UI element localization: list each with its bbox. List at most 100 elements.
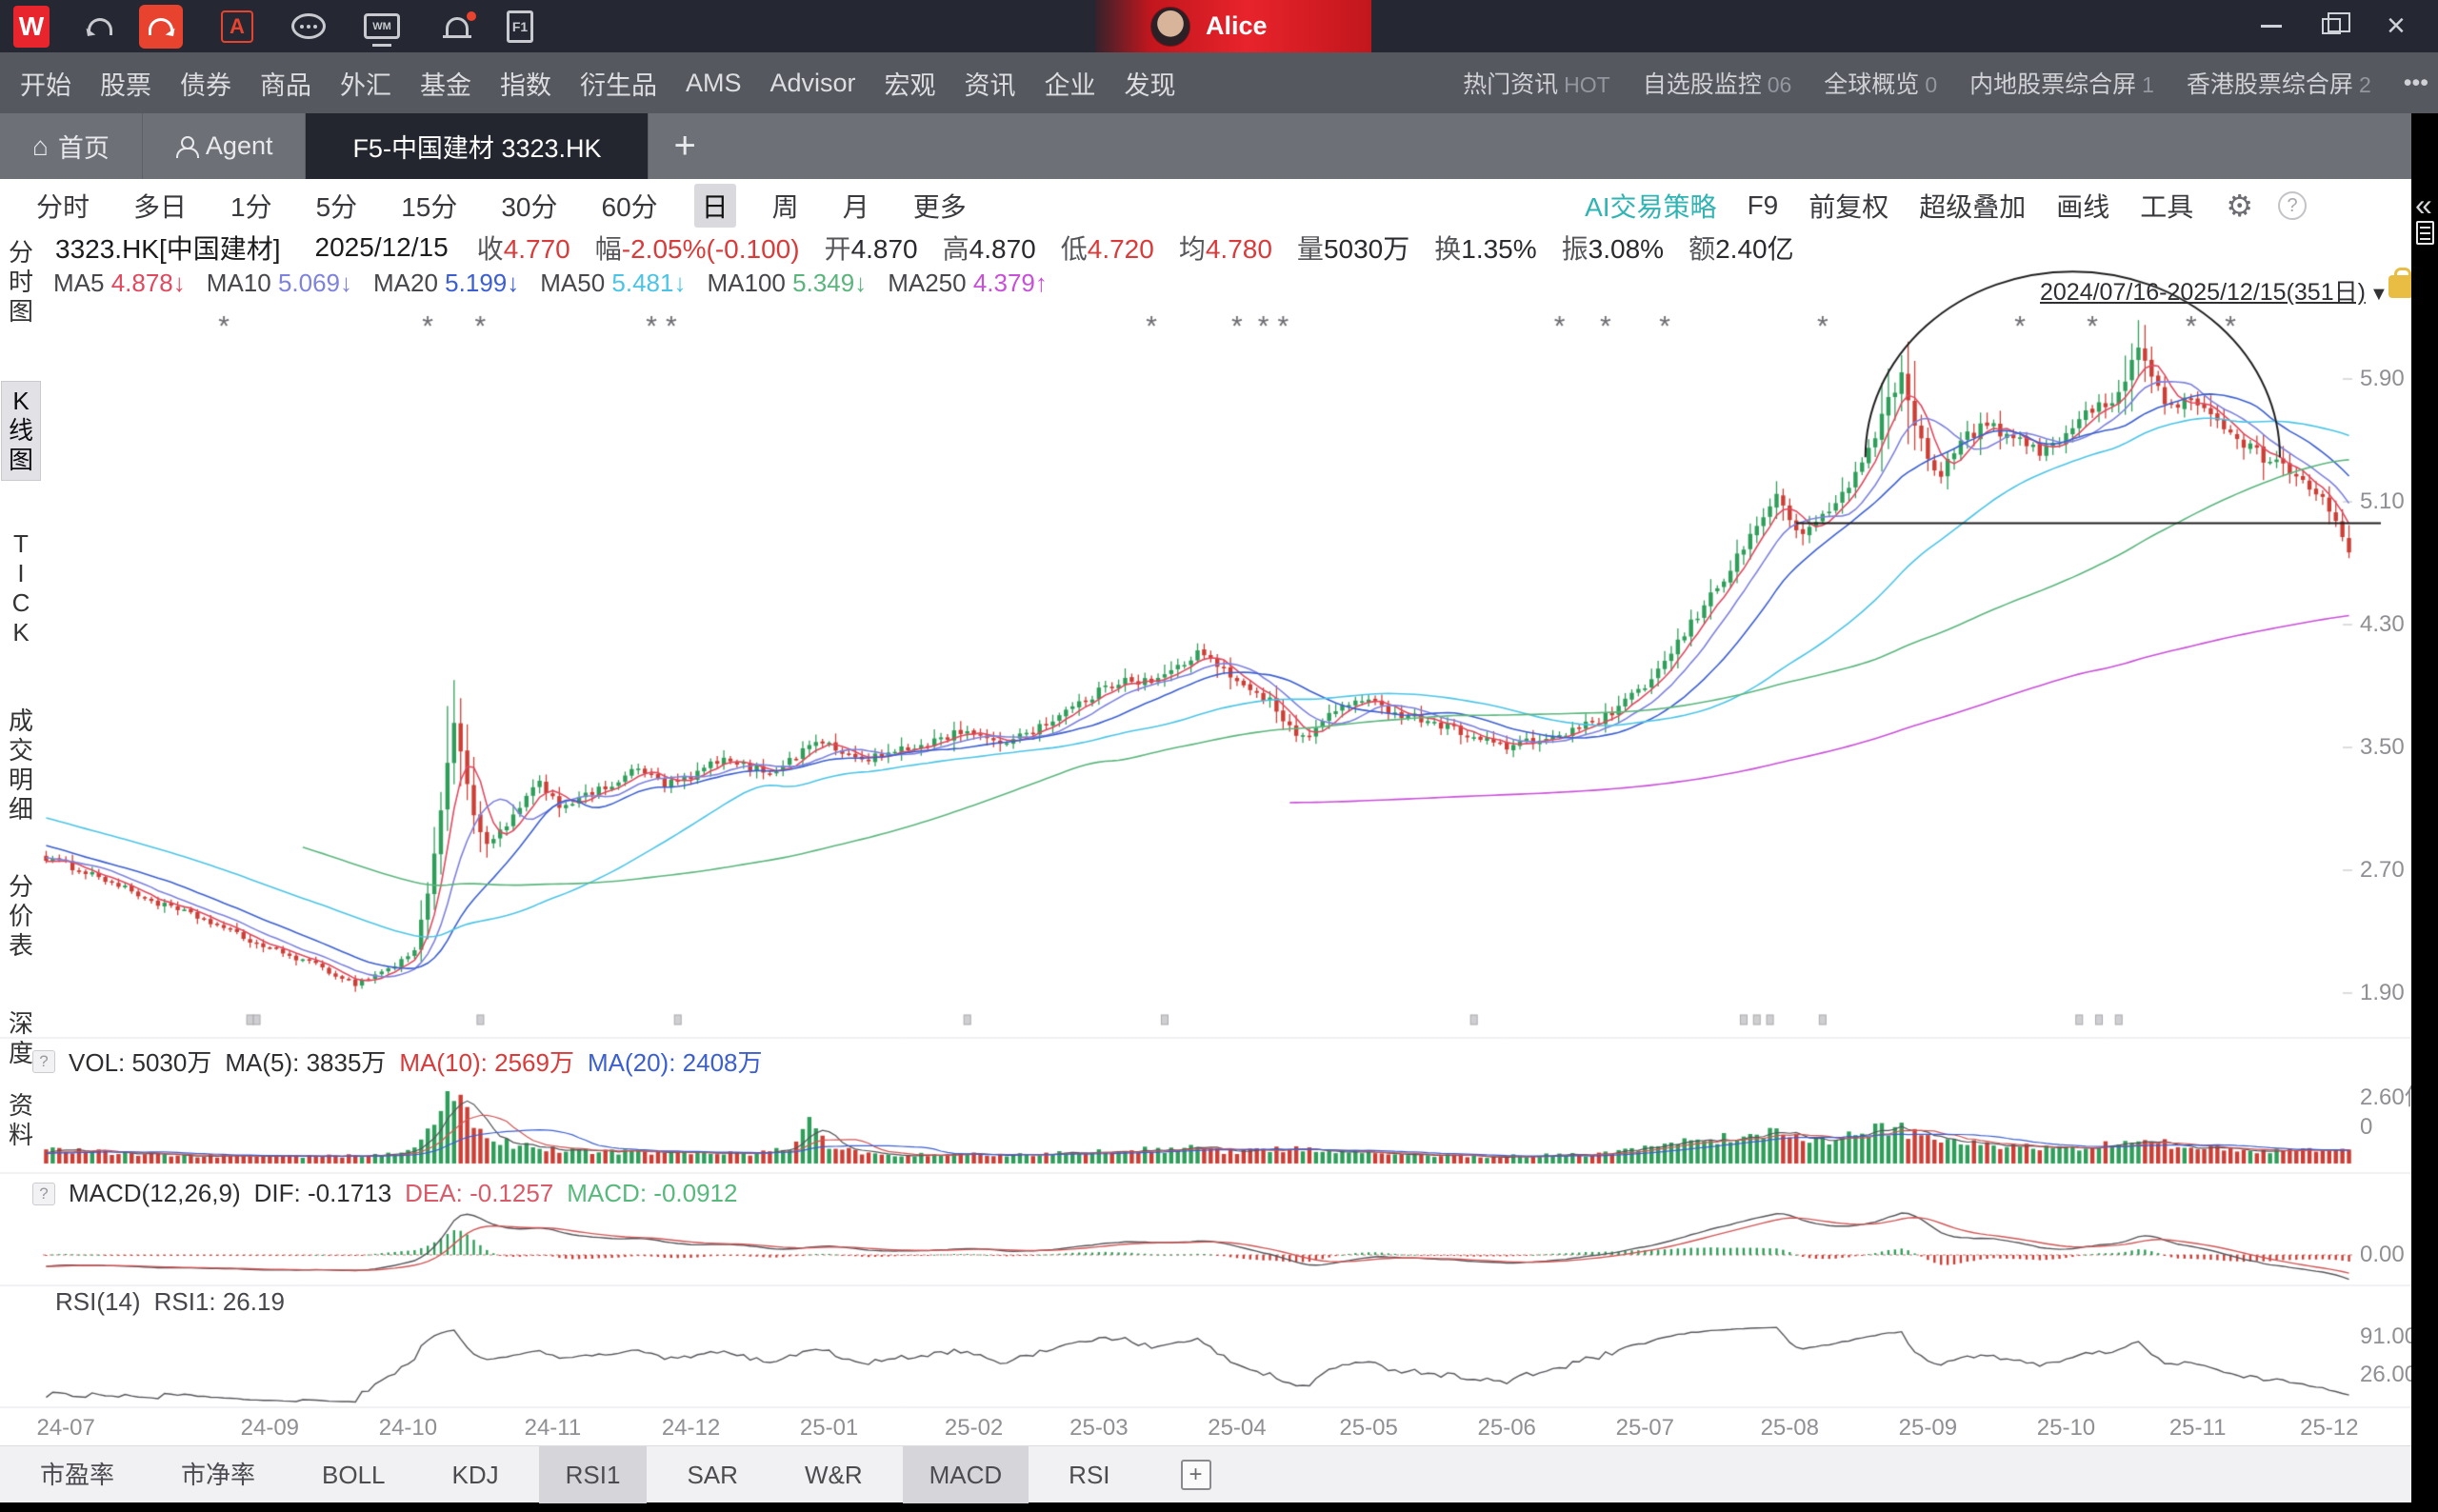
f1-icon[interactable]: F1	[507, 10, 533, 43]
dropdown-caret-icon: ▼	[2368, 284, 2388, 305]
menu-right-item[interactable]: 热门资讯 HOT	[1463, 71, 1610, 98]
period-多日[interactable]: 多日	[133, 192, 188, 222]
restore-button[interactable]	[2322, 0, 2350, 52]
indicator-tab-KDJ[interactable]: KDJ	[451, 1460, 499, 1489]
help-icon[interactable]: ?	[2278, 191, 2307, 220]
add-indicator-button[interactable]: +	[1180, 1459, 1211, 1490]
sidebar-item-成交明细[interactable]: 成交明细	[8, 706, 33, 824]
sidebar-item-资料[interactable]: 资料	[8, 1091, 33, 1149]
sidebar-item-分时图[interactable]: 分时图	[8, 238, 33, 326]
macd-title: MACD(12,26,9)	[69, 1179, 241, 1207]
tool-F9[interactable]: F9	[1747, 190, 1779, 220]
indicator-tab-市盈率[interactable]: 市盈率	[40, 1460, 115, 1489]
date-range-selector[interactable]: 2024/07/16-2025/12/15(351日) ▼	[2040, 279, 2388, 306]
new-tab-button[interactable]: +	[673, 125, 696, 167]
menu-item-宏观[interactable]: 宏观	[884, 70, 936, 100]
period-5分[interactable]: 5分	[315, 192, 358, 222]
price-tick: 4.30	[2360, 611, 2405, 637]
price-tick: 5.10	[2360, 488, 2405, 514]
period-月[interactable]: 月	[842, 192, 869, 222]
quote-field-均: 均4.780	[1178, 234, 1272, 264]
menu-item-Advisor[interactable]: Advisor	[769, 68, 856, 97]
collapse-panel-icon[interactable]: «	[2415, 188, 2432, 222]
user-banner[interactable]: Alice	[1095, 0, 1371, 52]
indicator-tab-RSI1[interactable]: RSI1	[538, 1445, 648, 1503]
rsi-pane-labels: RSI(14) RSI1: 26.19	[55, 1287, 298, 1317]
bell-icon[interactable]	[443, 11, 476, 38]
tool-画线[interactable]: 画线	[2056, 192, 2110, 222]
menu-right-item[interactable]: 内地股票综合屏 1	[1969, 71, 2154, 98]
sidebar-item-深度[interactable]: 深度	[8, 1009, 33, 1067]
menu-item-股票[interactable]: 股票	[100, 70, 151, 100]
period-周[interactable]: 周	[771, 192, 799, 222]
period-30分[interactable]: 30分	[501, 192, 558, 222]
gear-icon[interactable]: ⚙	[2226, 189, 2253, 223]
wind-logo[interactable]: W	[13, 5, 50, 48]
period-1分[interactable]: 1分	[230, 192, 272, 222]
tab-stock-active[interactable]: F5-中国建材 3323.HK	[306, 113, 649, 179]
macd-tick: 0.00	[2360, 1242, 2405, 1267]
menu-item-指数[interactable]: 指数	[500, 70, 551, 100]
close-button[interactable]: ×	[2387, 8, 2406, 44]
volume-tick: 0	[2360, 1114, 2373, 1140]
x-label-25-05: 25-05	[1339, 1415, 1398, 1441]
period-日[interactable]: 日	[693, 184, 736, 228]
sidebar-item-分价表[interactable]: 分价表	[8, 872, 33, 960]
chart-tools: AI交易策略 F9 前复权 超级叠加 画线 工具 ⚙?	[1554, 187, 2307, 225]
period-更多[interactable]: 更多	[912, 192, 967, 222]
minimize-button[interactable]	[2261, 0, 2282, 52]
redo-icon[interactable]	[139, 4, 183, 49]
menu-item-外汇[interactable]: 外汇	[340, 70, 391, 100]
panel-icon[interactable]	[2416, 221, 2434, 245]
ma-legend-MA5: MA5 4.878↓	[53, 268, 186, 297]
indicator-tab-SAR[interactable]: SAR	[687, 1460, 738, 1489]
tool-前复权[interactable]: 前复权	[1809, 192, 1889, 222]
volume-ma10: MA(10): 2569万	[399, 1048, 574, 1077]
indicator-tab-BOLL[interactable]: BOLL	[322, 1460, 386, 1489]
autotext-icon[interactable]: A	[221, 10, 253, 43]
monitor-icon[interactable]: WM	[364, 13, 400, 39]
period-60分[interactable]: 60分	[601, 192, 658, 222]
indicator-tab-W&R[interactable]: W&R	[804, 1460, 863, 1489]
lock-icon[interactable]	[2388, 268, 2413, 298]
menu-item-开始[interactable]: 开始	[20, 70, 71, 100]
tool-工具[interactable]: 工具	[2140, 192, 2194, 222]
help-icon[interactable]: ?	[32, 1182, 55, 1205]
tool-超级叠加[interactable]: 超级叠加	[1919, 192, 2027, 222]
menu-item-企业[interactable]: 企业	[1044, 70, 1096, 100]
tool-AI交易策略[interactable]: AI交易策略	[1585, 192, 1717, 222]
tab-home[interactable]: ⌂ 首页	[0, 113, 143, 179]
menu-item-债券[interactable]: 债券	[180, 70, 231, 100]
menu-item-AMS[interactable]: AMS	[686, 68, 742, 97]
menu-right-item[interactable]: 自选股监控 06	[1642, 71, 1792, 98]
menu-item-商品[interactable]: 商品	[260, 70, 311, 100]
tab-agent[interactable]: Agent	[143, 113, 307, 179]
period-分时[interactable]: 分时	[36, 192, 90, 222]
chat-icon[interactable]	[291, 13, 326, 39]
indicator-tab-RSI[interactable]: RSI	[1069, 1460, 1110, 1489]
x-label-24-10: 24-10	[378, 1415, 438, 1441]
menu-right-item[interactable]: 全球概览 0	[1824, 71, 1938, 98]
x-label-24-11: 24-11	[524, 1415, 582, 1441]
indicator-tab-市净率[interactable]: 市净率	[181, 1460, 256, 1489]
quote-field-高: 高4.870	[942, 234, 1036, 264]
menu-item-资讯[interactable]: 资讯	[964, 70, 1016, 100]
ma-legend-MA10: MA10 5.069↓	[206, 268, 353, 297]
price-tick: 1.90	[2360, 980, 2405, 1005]
menu-right-item[interactable]: 香港股票综合屏 2	[2186, 71, 2371, 98]
ma-legend-row: MA5 4.878↓ MA10 5.069↓ MA20 5.199↓ MA50 5.4…	[53, 267, 1069, 299]
menu-item-衍生品[interactable]: 衍生品	[580, 70, 657, 100]
menu-right-item[interactable]: •••	[2403, 69, 2428, 96]
indicator-tab-MACD[interactable]: MACD	[902, 1445, 1029, 1503]
undo-icon[interactable]	[88, 17, 112, 35]
right-edge-strip	[2411, 113, 2438, 1512]
period-15分[interactable]: 15分	[401, 192, 458, 222]
menu-item-发现[interactable]: 发现	[1124, 70, 1176, 100]
x-label-25-07: 25-07	[1615, 1415, 1674, 1441]
menu-item-基金[interactable]: 基金	[420, 70, 471, 100]
x-label-25-03: 25-03	[1069, 1415, 1129, 1441]
help-icon[interactable]: ?	[32, 1049, 55, 1073]
